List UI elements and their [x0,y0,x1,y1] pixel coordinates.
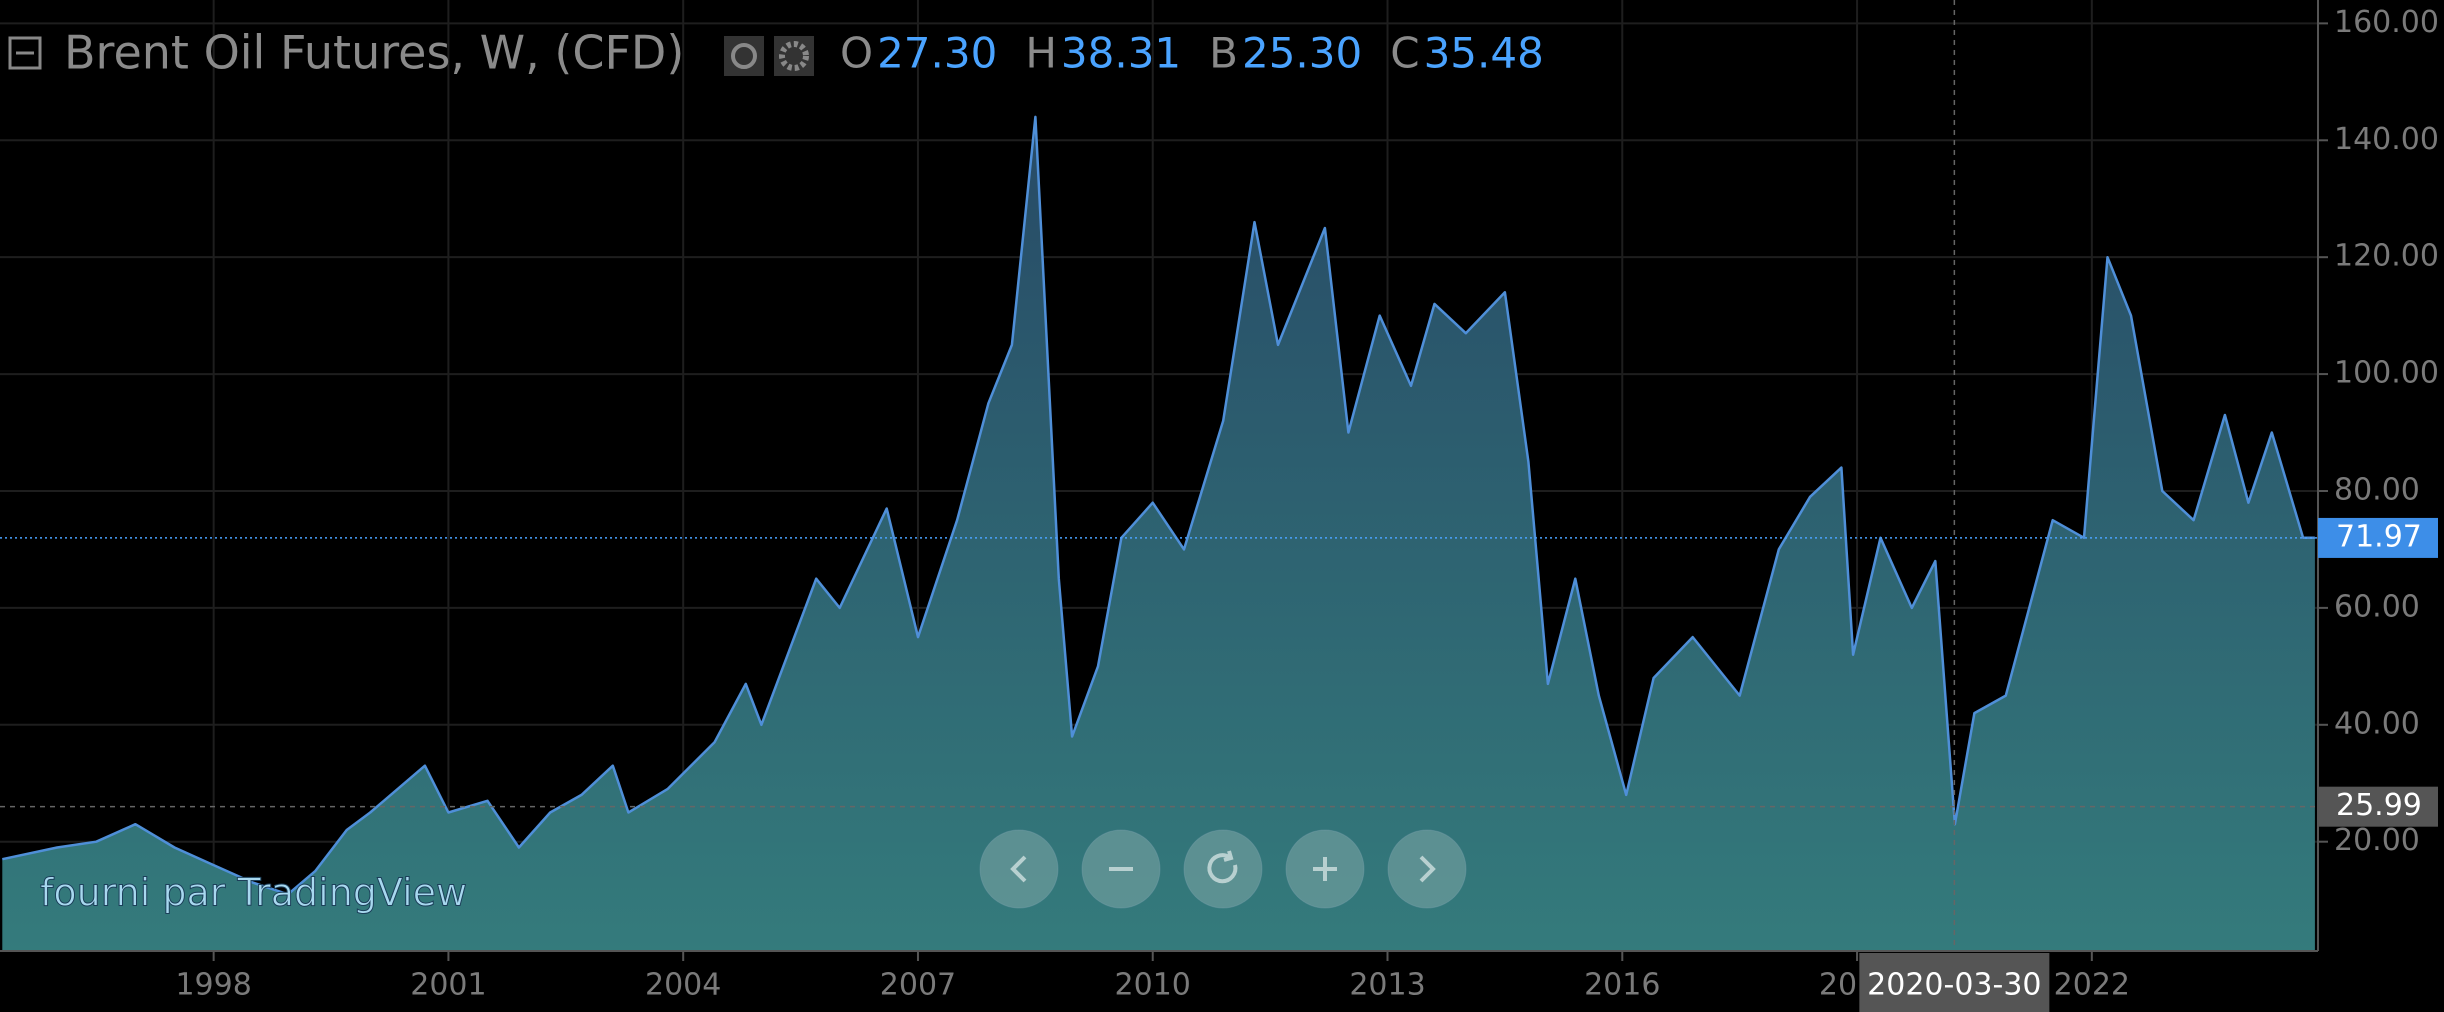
y-tick-label: 80.00 [2334,472,2420,507]
y-tick-label: 100.00 [2334,356,2439,391]
reset-button[interactable] [1183,829,1263,909]
y-tick-label: 160.00 [2334,5,2439,40]
x-tick-label: 2001 [410,968,486,1003]
watermark: fourni par TradingView [40,871,467,915]
last-price-box [2318,517,2438,558]
ohlc-value: 38.31 [1061,29,1181,78]
x-tick-label: 2013 [1349,968,1425,1003]
collapse-button[interactable] [8,36,42,70]
crosshair-y-box [2318,786,2438,827]
header: Brent Oil Futures, W, (CFD) O 27.30 H 38.31… [8,26,1544,80]
y-tick-label: 120.00 [2334,239,2439,274]
ohlc-value: 35.48 [1424,29,1544,78]
ohlc-name: B [1209,29,1238,78]
y-tick-label: 20.00 [2334,823,2420,858]
ohlc-name: H [1025,29,1057,78]
crosshair-x-box [1859,953,2050,1012]
eye-icon [731,43,757,69]
y-tick-label: 40.00 [2334,706,2420,741]
plot [0,0,2318,951]
ohlc-name: C [1390,29,1419,78]
ohlc-legend: O 27.30 H 38.31 B 25.30 C 35.48 [840,29,1544,78]
visibility-button[interactable] [724,36,764,76]
area-fill [2,116,2315,951]
plus-icon [1313,857,1337,881]
gear-icon [779,41,809,71]
x-tick-label: 2016 [1584,968,1660,1003]
right-icon [1419,855,1436,883]
scroll-right-button[interactable] [1387,829,1467,909]
navigation-icons [1010,850,1436,884]
x-tick-label: 2022 [2054,968,2130,1003]
x-tick-label: 2007 [880,968,956,1003]
reset-icon [1207,850,1238,884]
crosshair-y-label: 25.99 [2336,788,2422,823]
scroll-left-button[interactable] [979,829,1059,909]
crosshair-x-label: 2020-03-30 [1867,968,2041,1003]
ohlc-value: 25.30 [1242,29,1362,78]
symbol-title: Brent Oil Futures, W, (CFD) [64,26,684,80]
y-tick-label: 60.00 [2334,589,2420,624]
x-tick-label: 1998 [175,968,251,1003]
x-tick-label: 2010 [1115,968,1191,1003]
ohlc-name: O [840,29,873,78]
x-tick-label: 2004 [645,968,721,1003]
last-price-label: 71.97 [2336,519,2422,554]
navigation [979,829,1467,909]
axes: 20.00 40.00 60.00 80.00 100.00 120.00 140.00 16… [175,5,2439,1012]
ohlc-value: 27.30 [877,29,997,78]
price-line [2,115,2315,896]
left-icon [1010,855,1027,883]
y-tick-label: 140.00 [2334,122,2439,157]
